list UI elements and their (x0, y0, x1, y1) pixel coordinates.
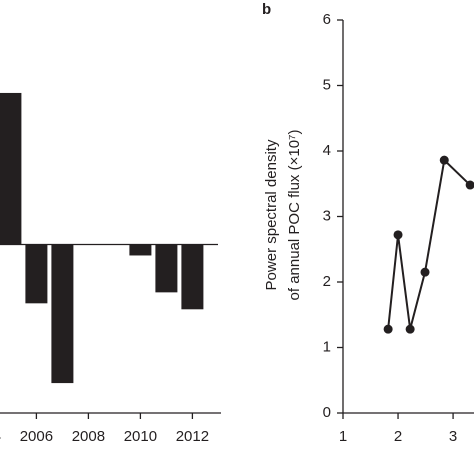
bar (129, 244, 152, 256)
panel-label: b (262, 1, 271, 18)
y-tick-label: 3 (323, 207, 331, 224)
y-axis-label: of annual POC flux (×10⁷) (286, 130, 303, 301)
bar (0, 92, 22, 245)
y-tick-label: 4 (323, 142, 331, 159)
series-line (387, 158, 471, 330)
y-tick-label: 5 (323, 76, 331, 93)
y-tick-label: 6 (323, 11, 331, 28)
x-tick-label: 2006 (20, 428, 53, 445)
x-tick-label: 3 (449, 428, 457, 445)
y-tick-label: 2 (323, 273, 331, 290)
y-axis-label: Power spectral density (263, 139, 280, 290)
bar (51, 244, 74, 384)
x-tick-label: 2 (394, 428, 402, 445)
bar (181, 244, 204, 310)
point (439, 155, 449, 165)
y-tick-label: 0 (323, 404, 331, 421)
point (465, 180, 474, 190)
point (405, 324, 415, 334)
x-tick-label: 2012 (176, 428, 209, 445)
x-tick-label: 2004 (0, 428, 1, 445)
x-tick-label: 2010 (124, 428, 157, 445)
bar (25, 244, 48, 304)
y-tick-label: 1 (323, 338, 331, 355)
x-tick-label: 1 (339, 428, 347, 445)
point (393, 230, 403, 240)
bar (155, 244, 178, 293)
point (383, 324, 393, 334)
x-tick-label: 2008 (72, 428, 105, 445)
point (420, 267, 430, 277)
